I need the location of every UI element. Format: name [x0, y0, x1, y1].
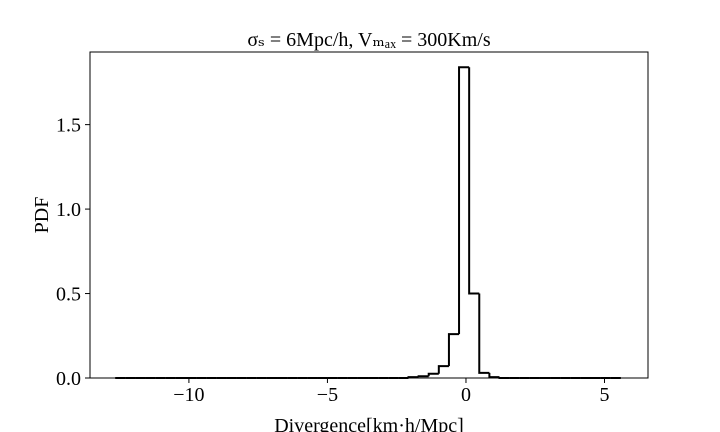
histogram-bar — [458, 66, 470, 335]
x-axis-label: Divergence[km·h/Mpc] — [274, 415, 464, 432]
x-tick-label: −10 — [173, 384, 204, 406]
x-tick-label: −5 — [317, 384, 338, 406]
histogram-bar — [437, 365, 449, 374]
histogram-bar — [427, 372, 439, 377]
histogram-bar — [447, 333, 460, 367]
histogram-bar — [488, 372, 500, 379]
x-tick-label: 0 — [461, 384, 471, 406]
y-tick-label: 0.0 — [56, 368, 81, 390]
y-tick-label: 1.0 — [56, 199, 81, 221]
y-tick-label: 0.5 — [56, 284, 81, 306]
chart-title: σₛ = 6Mpc/h, Vₘₐₓ = 300Km/s — [247, 29, 490, 51]
y-tick-label: 1.5 — [56, 115, 81, 137]
x-tick-label: 5 — [600, 384, 610, 406]
histogram-bar — [417, 375, 429, 378]
histogram-bar — [468, 67, 480, 295]
histogram-bar — [478, 293, 490, 374]
plot-frame — [89, 51, 649, 379]
y-axis-label: PDF — [31, 197, 53, 234]
